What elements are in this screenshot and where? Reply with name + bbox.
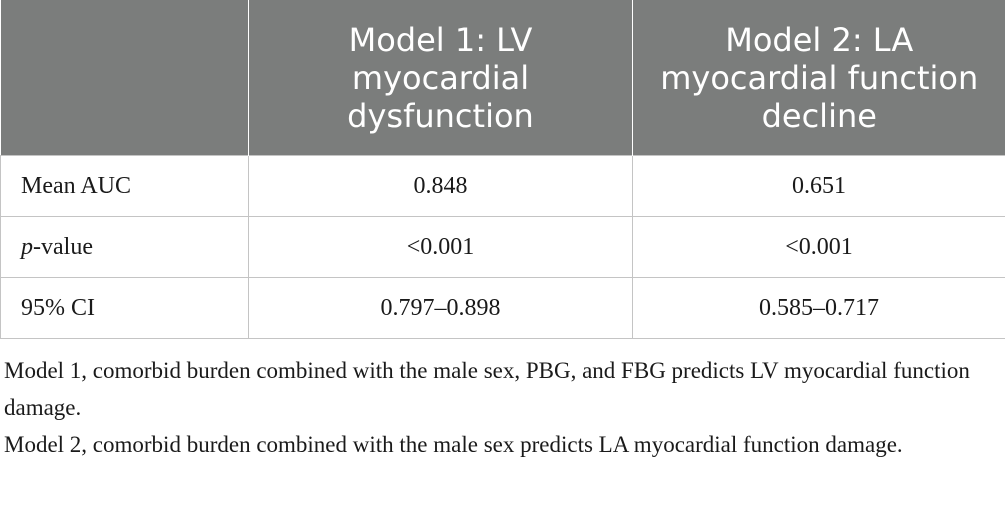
- table-row: 95% CI 0.797–0.898 0.585–0.717: [0, 277, 1005, 339]
- results-table-wrapper: Model 1: LV myocardial dysfunction Model…: [0, 0, 1005, 339]
- table-footnotes: Model 1, comorbid burden combined with t…: [4, 352, 994, 463]
- p-value-suffix: -value: [33, 233, 93, 260]
- header-cell-model-2: Model 2: LA myocardial function decline: [632, 0, 1005, 156]
- header-cell-model-1: Model 1: LV myocardial dysfunction: [248, 0, 633, 156]
- cell-model-1-mean-auc: 0.848: [248, 155, 633, 217]
- cell-model-1-95-ci: 0.797–0.898: [248, 277, 633, 339]
- cell-model-2-95-ci: 0.585–0.717: [632, 277, 1005, 339]
- table-row: p-value <0.001 <0.001: [0, 216, 1005, 278]
- row-label-mean-auc: Mean AUC: [0, 155, 249, 217]
- footnote-model-2: Model 2, comorbid burden combined with t…: [4, 432, 903, 457]
- results-table: Model 1: LV myocardial dysfunction Model…: [0, 0, 1005, 339]
- row-label-95-ci: 95% CI: [0, 277, 249, 339]
- header-row: Model 1: LV myocardial dysfunction Model…: [0, 0, 1005, 156]
- row-label-p-value: p-value: [0, 216, 249, 278]
- header-cell-empty: [0, 0, 249, 156]
- table-header: Model 1: LV myocardial dysfunction Model…: [0, 0, 1005, 156]
- table-body: Mean AUC 0.848 0.651 p-value <0.001 <0.0…: [0, 155, 1005, 339]
- cell-model-1-p-value: <0.001: [248, 216, 633, 278]
- cell-model-2-p-value: <0.001: [632, 216, 1005, 278]
- cell-model-2-mean-auc: 0.651: [632, 155, 1005, 217]
- p-italic: p: [21, 233, 33, 260]
- footnote-model-1: Model 1, comorbid burden combined with t…: [4, 358, 970, 420]
- table-row: Mean AUC 0.848 0.651: [0, 155, 1005, 217]
